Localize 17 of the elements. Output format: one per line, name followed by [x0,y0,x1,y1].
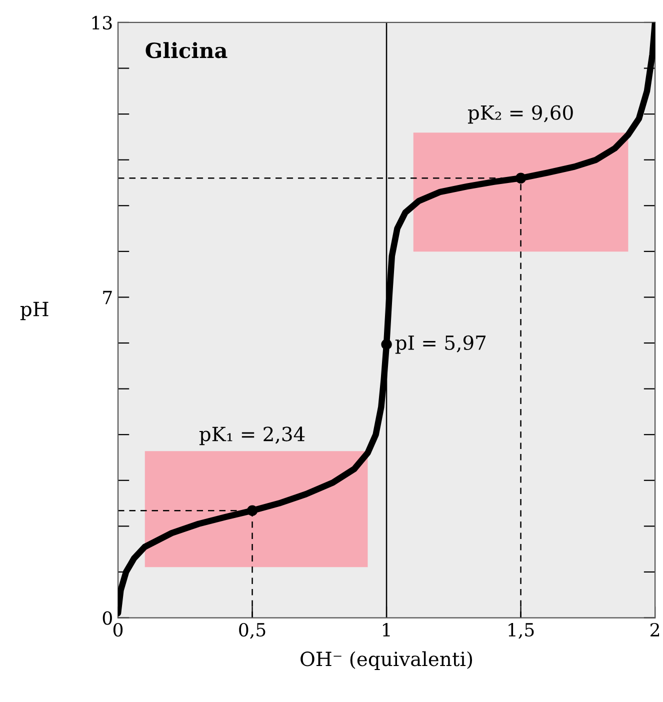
annotation: pI = 5,97 [395,335,486,354]
annotation: pK₂ = 9,60 [468,105,573,124]
y-axis-title: pH [20,302,48,320]
annotation: pK₁ = 2,34 [199,426,305,446]
point [381,339,392,350]
y-tick-label: 13 [92,16,112,30]
point [246,505,258,516]
x-tick-label: 0,5 [239,622,266,639]
x-axis-title: OH⁻ (equivalenti) [300,651,472,670]
x-tick-label: 1,5 [508,622,534,639]
x-tick-label: 1 [382,622,390,636]
x-tick-label: 0 [113,622,123,637]
point [515,172,526,184]
text: Glicina [146,42,228,58]
y-tick-label: 7 [103,290,112,304]
y-tick-label: 0 [102,611,112,625]
x-tick-label: 2 [650,622,660,636]
